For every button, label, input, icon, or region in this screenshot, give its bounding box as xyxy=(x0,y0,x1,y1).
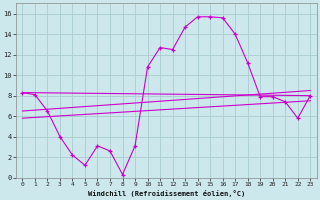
X-axis label: Windchill (Refroidissement éolien,°C): Windchill (Refroidissement éolien,°C) xyxy=(88,190,245,197)
